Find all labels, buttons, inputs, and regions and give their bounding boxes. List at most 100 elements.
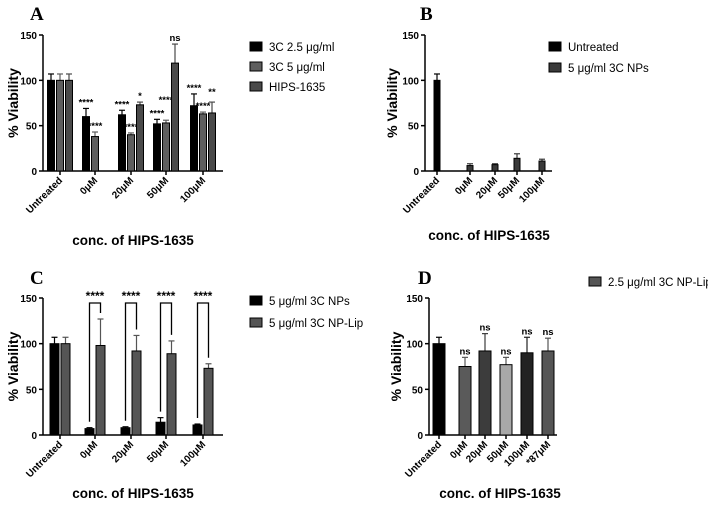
bar	[433, 79, 441, 172]
y-tick-label: 150	[406, 294, 423, 305]
y-tick-label: 100	[20, 76, 37, 87]
legend-label: 5 μg/ml 3C NPs	[568, 63, 649, 75]
x-tick-label: Untreated	[401, 175, 442, 216]
bar	[513, 157, 521, 172]
legend-swatch	[249, 61, 263, 72]
y-tick-label: 100	[402, 76, 419, 87]
legend-label: 3C 5 μg/ml	[269, 62, 325, 74]
bar	[520, 352, 534, 436]
y-tick-label: 0	[417, 431, 423, 442]
x-tick-label: 20μM	[474, 175, 500, 201]
significance-label: ns	[169, 33, 180, 44]
significance-label: ****	[86, 289, 105, 303]
legend-swatch	[588, 276, 602, 287]
x-tick-label: 20μM	[464, 439, 490, 465]
legend-swatch	[249, 81, 263, 92]
bar	[541, 350, 555, 436]
legend-swatch	[548, 62, 562, 73]
panel-letter: D	[418, 268, 432, 289]
bar	[155, 421, 166, 436]
y-tick-label: 0	[413, 167, 419, 178]
bar	[199, 113, 207, 172]
legend-swatch	[249, 41, 263, 52]
y-tick-label: 50	[408, 122, 420, 133]
bar	[131, 350, 142, 436]
x-tick-label: 20μM	[110, 175, 136, 201]
panel-letter: A	[30, 4, 44, 25]
bar	[432, 343, 446, 436]
comparison-bracket	[196, 302, 210, 419]
legend-label: 5 μg/ml 3C NP-Lip	[269, 318, 363, 330]
x-tick-label: 20μM	[110, 439, 136, 465]
significance-label: ****	[124, 122, 139, 133]
x-tick-label: 0μM	[78, 439, 100, 461]
y-axis-label: % Viability	[388, 331, 404, 401]
y-tick-label: 100	[406, 340, 423, 351]
x-tick-label: 100μM	[517, 175, 547, 205]
bar	[56, 79, 64, 172]
x-tick-label: Untreated	[24, 175, 65, 216]
significance-label: ns	[542, 327, 553, 338]
x-axis-title: conc. of HIPS-1635	[428, 228, 550, 243]
x-tick-label: Untreated	[24, 439, 65, 480]
bar	[84, 428, 95, 436]
y-tick-label: 150	[20, 31, 37, 42]
bar	[190, 105, 198, 172]
significance-label: ****	[194, 289, 213, 303]
y-tick-label: 50	[26, 122, 38, 133]
legend-label: HIPS-1635	[269, 82, 325, 94]
y-tick-label: 50	[412, 385, 424, 396]
bar	[91, 136, 99, 172]
bar	[82, 116, 90, 172]
legend-label: 3C 2.5 μg/ml	[269, 42, 334, 54]
significance-label: ns	[521, 326, 532, 337]
significance-label: *	[138, 91, 142, 102]
legend-swatch	[548, 41, 562, 52]
bar	[192, 424, 203, 436]
bar	[127, 134, 135, 172]
comparison-bracket	[159, 302, 173, 412]
bar	[136, 104, 144, 172]
bar	[499, 364, 513, 436]
bar	[538, 160, 546, 172]
comparison-bracket	[88, 302, 102, 422]
significance-label: ****	[79, 97, 94, 108]
significance-label: **	[208, 87, 216, 98]
bar	[47, 79, 55, 172]
y-tick-label: 0	[31, 167, 37, 178]
significance-label: ****	[122, 289, 141, 303]
x-tick-label: 100μM	[178, 175, 208, 205]
legend-label: 5 μg/ml 3C NPs	[269, 296, 350, 308]
significance-label: ****	[157, 289, 176, 303]
significance-label: ****	[88, 121, 103, 132]
y-axis-label: % Viability	[384, 68, 400, 138]
y-axis-label: % Viability	[5, 331, 21, 401]
x-axis-title: conc. of HIPS-1635	[439, 486, 561, 501]
y-tick-label: 0	[31, 431, 37, 442]
legend-label: Untreated	[568, 42, 619, 54]
x-tick-label: Untreated	[403, 439, 444, 480]
x-tick-label: 100μM	[178, 439, 208, 469]
bar	[466, 165, 474, 172]
legend-label: 2.5 μg/ml 3C NP-Lip	[608, 277, 708, 289]
bar	[166, 353, 177, 436]
x-tick-label: 50μM	[145, 175, 171, 201]
panel-letter: C	[30, 268, 44, 289]
significance-label: ****	[115, 99, 130, 110]
panel-c: C 0 50 100 150 % Viability conc. of HIPS-1635 U…	[5, 268, 363, 501]
x-tick-label: 50μM	[145, 439, 171, 465]
significance-label: ns	[479, 323, 490, 334]
significance-label: ns	[459, 346, 470, 357]
bar	[120, 427, 131, 436]
x-axis-title: conc. of HIPS-1635	[72, 233, 194, 248]
legend-swatch	[249, 317, 263, 328]
bar	[49, 343, 60, 436]
bar	[171, 62, 179, 172]
bar	[162, 122, 170, 172]
significance-label: ****	[159, 95, 174, 106]
bar	[153, 123, 161, 172]
bar	[203, 367, 214, 436]
y-tick-label: 50	[26, 385, 38, 396]
y-tick-label: 100	[20, 340, 37, 351]
